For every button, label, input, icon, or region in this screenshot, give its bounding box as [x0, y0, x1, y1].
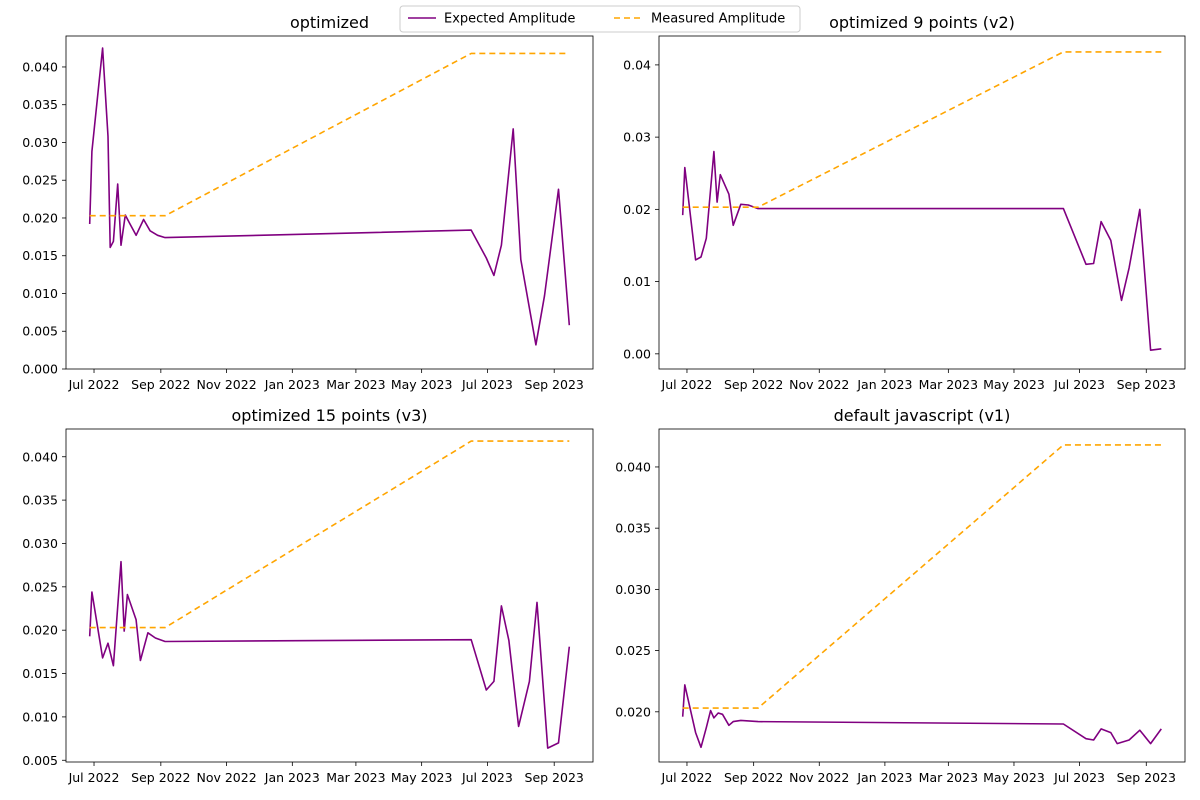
- panel-title: optimized 15 points (v3): [232, 406, 428, 425]
- y-tick-label: 0.005: [22, 324, 58, 339]
- legend-label-measured: Measured Amplitude: [651, 12, 785, 27]
- y-tick-label: 0.025: [22, 579, 58, 594]
- y-tick-label: 0.010: [22, 286, 58, 301]
- x-tick-label: May 2023: [391, 770, 453, 785]
- x-tick-label: Jan 2023: [856, 770, 912, 785]
- y-tick-label: 0.040: [22, 449, 58, 464]
- x-tick-label: Sep 2022: [724, 377, 783, 392]
- expected-amplitude-line: [681, 684, 1162, 749]
- x-tick-label: Jul 2022: [661, 770, 713, 785]
- x-tick-label: Jul 2022: [68, 770, 120, 785]
- y-tick-label: 0.015: [22, 666, 58, 681]
- y-tick-label: 0.000: [22, 362, 58, 377]
- x-tick-label: May 2023: [983, 377, 1045, 392]
- x-tick-label: Mar 2023: [326, 377, 385, 392]
- chart-legend: Expected Amplitude Measured Amplitude: [399, 5, 801, 33]
- y-tick-label: 0.03: [623, 130, 651, 145]
- panel-title: optimized: [290, 13, 369, 32]
- expected-amplitude-line: [681, 150, 1162, 352]
- legend-frame: [399, 5, 801, 33]
- y-tick-label: 0.01: [623, 274, 651, 289]
- x-tick-label: Jan 2023: [264, 770, 320, 785]
- y-tick-label: 0.015: [22, 248, 58, 263]
- y-tick-label: 0.035: [22, 97, 58, 112]
- y-tick-label: 0.04: [623, 57, 651, 72]
- y-tick-label: 0.020: [22, 623, 58, 638]
- x-tick-label: Jul 2023: [461, 770, 513, 785]
- x-tick-label: Mar 2023: [919, 770, 978, 785]
- x-tick-label: May 2023: [983, 770, 1045, 785]
- x-tick-label: Nov 2022: [789, 770, 849, 785]
- y-tick-label: 0.005: [22, 753, 58, 768]
- measured-amplitude-line: [89, 440, 570, 629]
- y-tick-label: 0.020: [22, 210, 58, 225]
- expected-amplitude-line: [88, 560, 571, 749]
- y-tick-label: 0.030: [22, 135, 58, 150]
- x-tick-label: Jul 2023: [461, 377, 513, 392]
- y-tick-label: 0.025: [22, 173, 58, 188]
- x-tick-label: Jan 2023: [856, 377, 912, 392]
- x-tick-label: Mar 2023: [919, 377, 978, 392]
- x-tick-label: Sep 2023: [1117, 770, 1176, 785]
- plot-frame: [65, 428, 594, 763]
- x-tick-label: Jul 2022: [661, 377, 713, 392]
- y-tick-label: 0.020: [615, 704, 651, 719]
- x-tick-label: Sep 2022: [724, 770, 783, 785]
- plot-frame: [658, 35, 1186, 370]
- y-tick-label: 0.00: [623, 346, 651, 361]
- chart-panel-3: optimized 15 points (v3) 0.005 0.010 0.015 0…: [22, 406, 594, 785]
- y-tick-label: 0.035: [22, 493, 58, 508]
- x-tick-label: Sep 2023: [525, 377, 584, 392]
- x-tick-label: Nov 2022: [196, 770, 256, 785]
- x-tick-label: Sep 2023: [525, 770, 584, 785]
- y-tick-label: 0.035: [615, 521, 651, 536]
- plot-frame: [658, 428, 1186, 763]
- x-tick-label: Jul 2023: [1053, 770, 1105, 785]
- x-tick-label: Nov 2022: [196, 377, 256, 392]
- plot-frame: [65, 35, 594, 370]
- y-tick-label: 0.030: [22, 536, 58, 551]
- chart-panel-4: default javascript (v1) 0.020 0.025 0.030 0.…: [615, 406, 1186, 785]
- chart-panels: optimized 0.000 0.005 0.010 0.015 0.020 0.025 0…: [22, 13, 1186, 785]
- x-tick-label: Nov 2022: [789, 377, 849, 392]
- x-tick-label: Mar 2023: [326, 770, 385, 785]
- chart-panel-1: optimized 0.000 0.005 0.010 0.015 0.020 0.025 0…: [22, 13, 594, 392]
- y-tick-label: 0.02: [623, 202, 651, 217]
- chart-panel-2: optimized 9 points (v2) 0.00 0.01 0.02 0.03 0…: [623, 13, 1186, 392]
- x-tick-label: May 2023: [391, 377, 453, 392]
- y-tick-label: 0.040: [615, 459, 651, 474]
- measured-amplitude-line: [682, 444, 1162, 709]
- expected-amplitude-line: [88, 47, 571, 346]
- measured-amplitude-line: [89, 52, 570, 217]
- legend-label-expected: Expected Amplitude: [444, 12, 575, 27]
- x-tick-label: Sep 2022: [131, 770, 190, 785]
- y-tick-label: 0.025: [615, 643, 651, 658]
- y-tick-label: 0.040: [22, 59, 58, 74]
- x-tick-label: Jul 2022: [68, 377, 120, 392]
- panel-title: default javascript (v1): [834, 406, 1011, 425]
- x-tick-label: Sep 2023: [1117, 377, 1176, 392]
- x-tick-label: Sep 2022: [131, 377, 190, 392]
- x-tick-label: Jul 2023: [1053, 377, 1105, 392]
- panel-title: optimized 9 points (v2): [829, 13, 1015, 32]
- x-tick-label: Jan 2023: [264, 377, 320, 392]
- y-tick-label: 0.010: [22, 709, 58, 724]
- y-tick-label: 0.030: [615, 582, 651, 597]
- measured-amplitude-line: [682, 51, 1162, 208]
